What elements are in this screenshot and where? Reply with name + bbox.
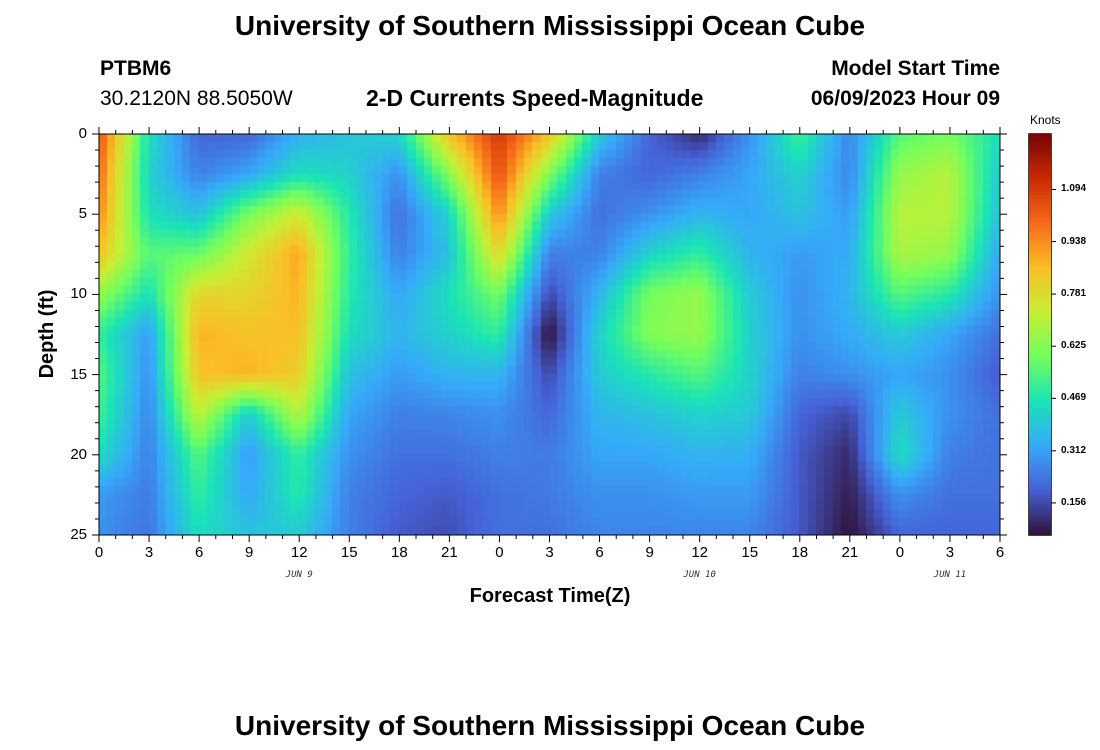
colorbar-tick-label: 0.938 [1061,235,1087,247]
x-tick-label: 6 [194,544,204,561]
x-tick-label: 12 [691,544,708,561]
colorbar-tick-label: 0.156 [1061,496,1087,508]
model-start-time: 06/09/2023 Hour 09 [810,87,1000,110]
x-tick-label: 9 [645,544,654,561]
model-start-label: Model Start Time [831,57,1000,80]
y-axis-label: Depth (ft) [36,289,58,379]
x-tick-label: 21 [441,544,458,561]
y-tick-label: 15 [70,365,87,383]
x-tick-label: 6 [595,544,604,561]
station-coordinates: 30.2120N 88.5050W [100,87,293,110]
date-label: JUN 10 [683,570,716,580]
station-id: PTBM6 [100,57,172,80]
x-tick-label: 3 [945,544,955,561]
colorbar-tick-label: 0.781 [1061,288,1087,300]
y-tick-label: 20 [70,445,87,463]
colorbar-tick-label: 0.312 [1061,444,1087,456]
date-label: JUN 9 [285,570,313,580]
x-axis-label: Forecast Time(Z) [469,585,631,607]
y-tick-label: 25 [70,526,87,543]
x-tick-label: 0 [94,544,104,561]
page-title-bottom: University of Southern Mississippi Ocean… [234,710,866,741]
x-tick-label: 15 [741,544,759,561]
x-tick-label: 9 [244,544,254,561]
x-tick-label: 3 [545,544,554,561]
y-tick-label: 5 [78,205,87,223]
x-tick-label: 21 [841,544,859,561]
colorbar-unit-label: Knots [1030,113,1061,127]
x-tick-label: 12 [290,544,308,561]
y-tick-label: 0 [78,125,87,142]
x-tick-label: 0 [495,544,504,561]
x-tick-label: 3 [144,544,154,561]
colorbar [1029,134,1051,535]
colorbar-tick-label: 0.625 [1061,340,1087,352]
x-tick-label: 6 [995,544,1005,561]
date-label: JUN 11 [933,570,967,580]
x-tick-label: 18 [791,544,809,561]
x-tick-label: 0 [895,544,905,561]
colorbar-tick-label: 0.469 [1061,392,1087,404]
x-tick-label: 18 [390,544,408,561]
y-tick-label: 10 [70,285,87,303]
colorbar-tick-label: 1.094 [1061,183,1087,195]
speed-heatmap [99,134,1000,535]
x-tick-label: 15 [340,544,358,561]
page-title: University of Southern Mississippi Ocean… [234,10,866,41]
product-title: 2-D Currents Speed-Magnitude [366,85,704,111]
